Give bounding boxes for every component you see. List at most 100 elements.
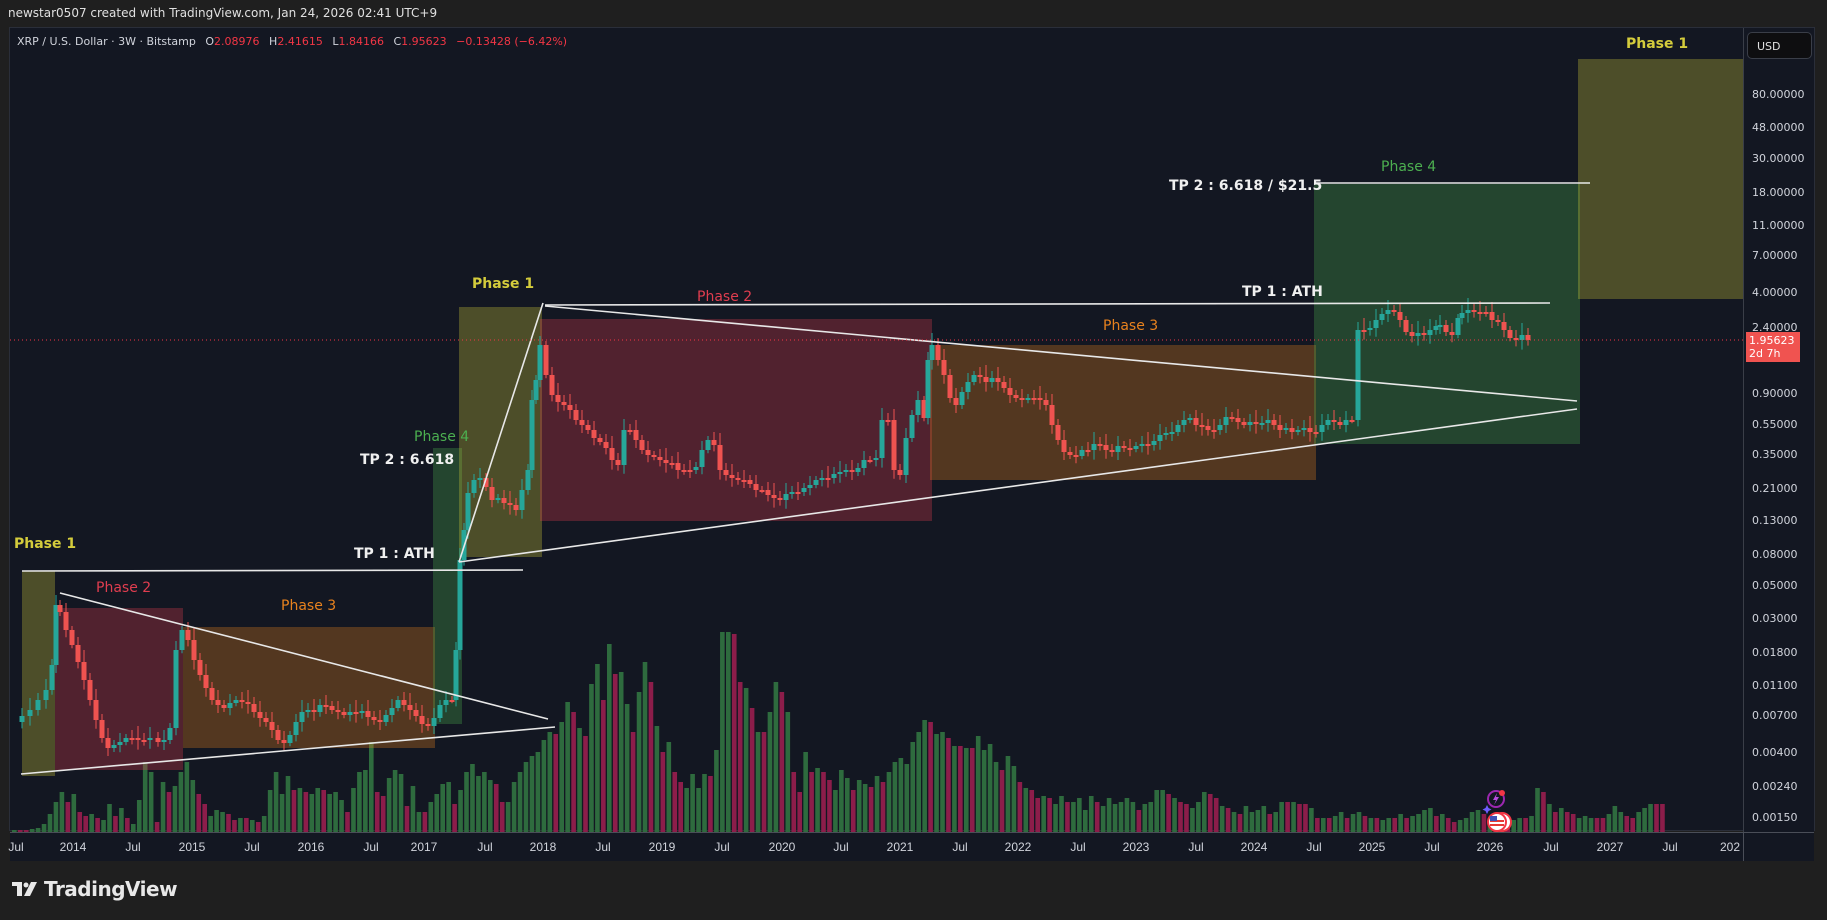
- price-tick: 0.90000: [1752, 387, 1798, 400]
- trend-line[interactable]: [20, 726, 556, 775]
- price-tick: 7.00000: [1752, 249, 1798, 262]
- low-value: 1.84166: [338, 35, 384, 48]
- low-label: L: [332, 35, 339, 48]
- price-tick: 0.08000: [1752, 548, 1798, 561]
- currency-button[interactable]: USD: [1747, 32, 1812, 59]
- time-tick: Jul: [1543, 840, 1558, 854]
- time-tick: Jul: [714, 840, 729, 854]
- phase-label: Phase 2: [697, 289, 752, 305]
- price-tick: 0.05000: [1752, 579, 1798, 592]
- candles: [19, 298, 1531, 756]
- price-tick: 0.21000: [1752, 482, 1798, 495]
- time-tick: Jul: [1662, 840, 1677, 854]
- brand-name: TradingView: [44, 877, 178, 901]
- phase-label: Phase 1: [1626, 36, 1688, 52]
- price-tick: 48.00000: [1752, 121, 1805, 134]
- time-tick: Jul: [1306, 840, 1321, 854]
- us-flag-event-icon[interactable]: [1487, 812, 1512, 832]
- phase-label: Phase 3: [1103, 318, 1158, 334]
- time-tick: Jul: [363, 840, 378, 854]
- price-tick: 18.00000: [1752, 186, 1805, 199]
- time-tick: Jul: [952, 840, 967, 854]
- time-tick: 2026: [1477, 840, 1504, 854]
- phase-label: Phase 1: [14, 536, 76, 552]
- open-value: 2.08976: [214, 35, 260, 48]
- close-value: 1.95623: [401, 35, 447, 48]
- time-tick: 2017: [411, 840, 438, 854]
- price-tick: 4.00000: [1752, 286, 1798, 299]
- phase-zone[interactable]: [930, 345, 1316, 480]
- last-price-tag: 1.95623 2d 7h: [1746, 332, 1800, 362]
- phase-zone[interactable]: [183, 627, 435, 748]
- phase-label: Phase 4: [1381, 159, 1436, 175]
- open-label: O: [205, 35, 215, 48]
- time-tick: Jul: [8, 840, 23, 854]
- top-bar: newstar0507 created with TradingView.com…: [0, 0, 1827, 26]
- time-tick: Jul: [1070, 840, 1085, 854]
- price-tick: 0.55000: [1752, 418, 1798, 431]
- close-label: C: [393, 35, 402, 48]
- trend-line[interactable]: [544, 305, 1578, 402]
- time-tick: 2027: [1597, 840, 1624, 854]
- trend-line[interactable]: [544, 302, 1551, 306]
- last-price: 1.95623: [1749, 334, 1795, 347]
- price-axis[interactable]: [1743, 28, 1814, 832]
- time-tick: 2024: [1241, 840, 1268, 854]
- phase-zone[interactable]: [1314, 184, 1580, 444]
- time-tick: 2018: [530, 840, 557, 854]
- price-tick: 2.40000: [1752, 321, 1798, 334]
- price-tick: 30.00000: [1752, 152, 1805, 165]
- time-tick: 2019: [649, 840, 676, 854]
- price-tick: 0.03000: [1752, 612, 1798, 625]
- trend-line[interactable]: [458, 408, 1578, 563]
- lightning-event-icon[interactable]: [1482, 790, 1506, 814]
- time-tick: Jul: [125, 840, 140, 854]
- price-tick: 0.13000: [1752, 514, 1798, 527]
- time-tick: Jul: [477, 840, 492, 854]
- time-tick: 2025: [1359, 840, 1386, 854]
- phase-zone[interactable]: [1578, 59, 1743, 299]
- time-tick: 2014: [60, 840, 87, 854]
- volume-bars: [12, 632, 1665, 832]
- price-tick: 0.35000: [1752, 448, 1798, 461]
- time-tick: Jul: [1188, 840, 1203, 854]
- trend-line[interactable]: [21, 569, 524, 572]
- price-tick: 0.00700: [1752, 709, 1798, 722]
- time-axis[interactable]: [10, 832, 1814, 861]
- phase-zone[interactable]: [540, 319, 932, 521]
- time-tick: 2023: [1123, 840, 1150, 854]
- target-annotation: TP 1 : ATH: [1242, 284, 1323, 300]
- tradingview-logo[interactable]: TradingView: [12, 877, 178, 901]
- time-tick: 2021: [887, 840, 914, 854]
- trend-line[interactable]: [59, 592, 549, 720]
- time-tick: 2016: [298, 840, 325, 854]
- phase-label: Phase 2: [96, 580, 151, 596]
- phase-label: Phase 4: [414, 429, 469, 445]
- event-icons[interactable]: [1480, 785, 1540, 840]
- price-tick: 11.00000: [1752, 219, 1805, 232]
- phase-label: Phase 3: [281, 598, 336, 614]
- time-tick: 202: [1720, 840, 1740, 854]
- bar-countdown: 2d 7h: [1749, 347, 1781, 360]
- price-tick: 0.00150: [1752, 811, 1798, 824]
- price-tick: 0.01100: [1752, 679, 1798, 692]
- time-tick: 2015: [179, 840, 206, 854]
- symbol-legend: XRP / U.S. Dollar · 3W · Bitstamp O2.089…: [17, 35, 567, 48]
- time-tick: Jul: [595, 840, 610, 854]
- phase-label: Phase 1: [472, 276, 534, 292]
- symbol-title[interactable]: XRP / U.S. Dollar · 3W · Bitstamp: [17, 35, 196, 48]
- target-annotation: TP 2 : 6.618 / $21.5: [1169, 178, 1322, 194]
- change-value: −0.13428 (−6.42%): [456, 35, 568, 48]
- price-tick: 0.00400: [1752, 746, 1798, 759]
- high-label: H: [269, 35, 278, 48]
- chart-credit: newstar0507 created with TradingView.com…: [8, 6, 438, 20]
- time-tick: Jul: [833, 840, 848, 854]
- time-tick: 2022: [1005, 840, 1032, 854]
- price-tick: 0.01800: [1752, 646, 1798, 659]
- trend-line[interactable]: [458, 302, 544, 563]
- time-tick: Jul: [244, 840, 259, 854]
- tradingview-logo-icon: [12, 882, 37, 896]
- price-tick: 0.00240: [1752, 780, 1798, 793]
- price-tick: 80.00000: [1752, 88, 1805, 101]
